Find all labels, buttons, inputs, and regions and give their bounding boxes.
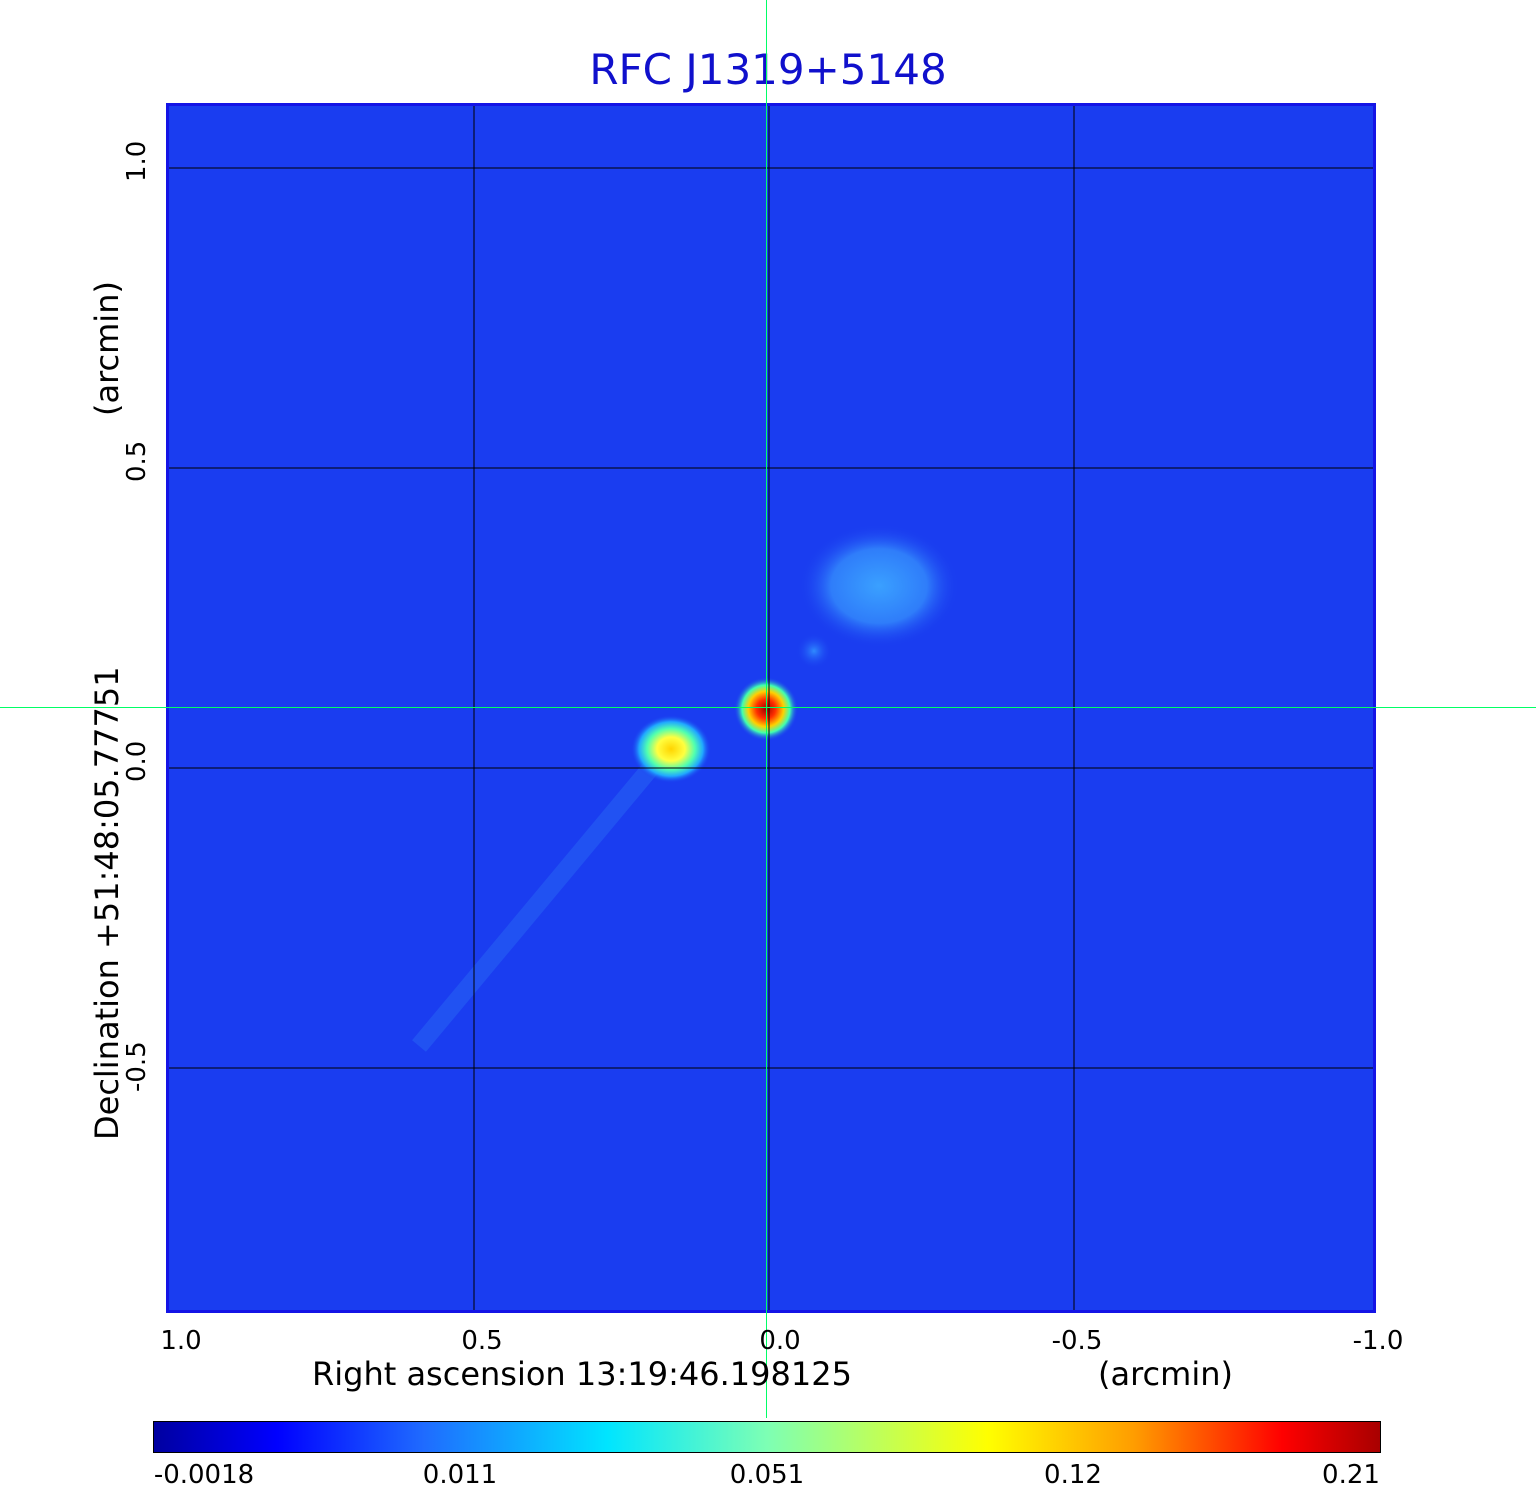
- y-tick-label: -0.5: [122, 1041, 152, 1092]
- x-tick-label: -0.5: [1051, 1326, 1103, 1356]
- y-tick-label: 1.0: [122, 140, 152, 182]
- x-tick-label: -1.0: [1352, 1326, 1404, 1356]
- x-tick-label: 0.5: [461, 1326, 503, 1356]
- y-axis-unit: (arcmin): [88, 281, 126, 416]
- jet-knot-small: [796, 633, 832, 669]
- colorbar: [153, 1421, 1381, 1453]
- colorbar-tick-label: 0.21: [1322, 1460, 1380, 1490]
- colorbar-tick-label: 0.011: [422, 1460, 498, 1490]
- colorbar-tick-label: 0.12: [1044, 1460, 1102, 1490]
- x-axis-label: Right ascension 13:19:46.198125: [312, 1355, 852, 1393]
- colorbar-tick-label: -0.0018: [153, 1460, 255, 1490]
- y-tick-label: 0.0: [122, 740, 152, 782]
- radio-map-image: [169, 106, 1373, 1310]
- extended-lobe: [799, 524, 959, 648]
- y-axis-label: Declination +51:48:05.77751: [88, 666, 126, 1140]
- y-tick-label: 0.5: [122, 440, 152, 482]
- crosshair-horizontal: [0, 707, 1536, 708]
- jet-knot-bright: [631, 715, 711, 783]
- colorbar-tick-label: 0.051: [729, 1460, 805, 1490]
- image-title: RFC J1319+5148: [589, 45, 947, 94]
- coordinate-grid: [169, 106, 1373, 1310]
- crosshair-vertical: [766, 0, 767, 1418]
- x-tick-label: 1.0: [160, 1326, 202, 1356]
- x-axis-unit: (arcmin): [1098, 1355, 1233, 1393]
- x-tick-label: 0.0: [759, 1326, 801, 1356]
